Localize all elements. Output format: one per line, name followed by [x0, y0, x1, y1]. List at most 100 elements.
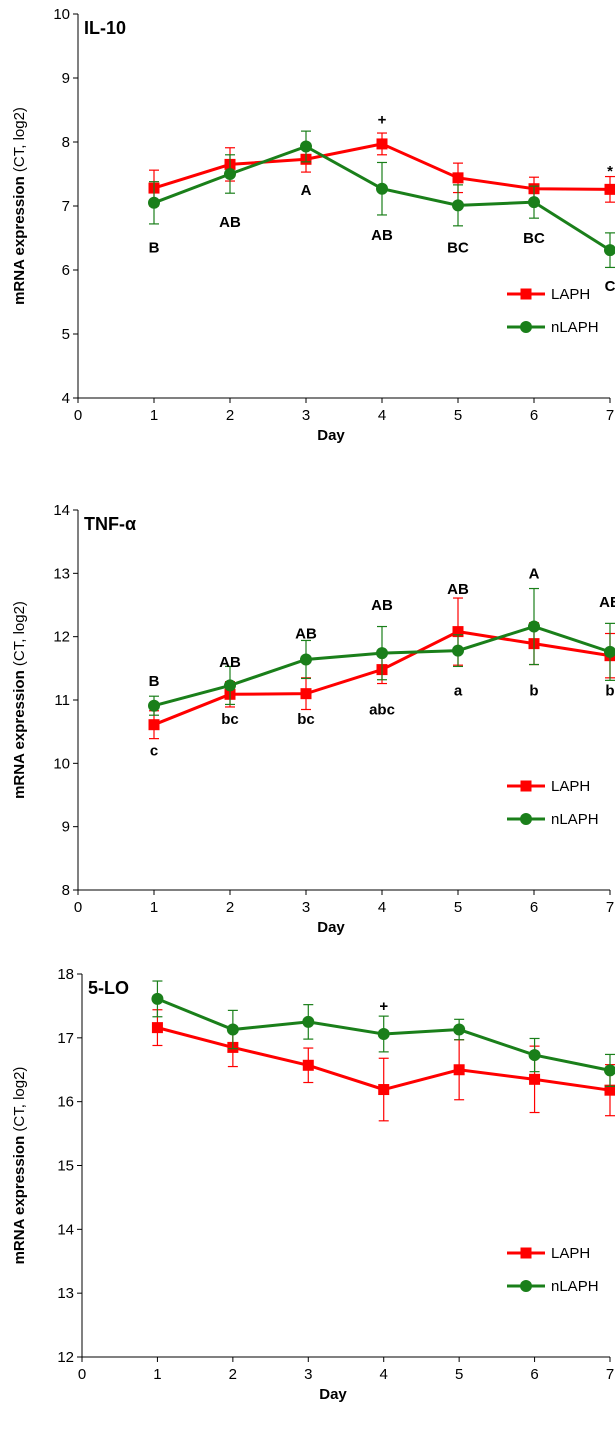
x-tick-label: 3 — [302, 407, 310, 424]
data-point — [302, 1015, 315, 1028]
chart-title: TNF-α — [84, 514, 136, 534]
data-point — [529, 1073, 541, 1085]
legend-marker — [520, 1280, 532, 1292]
legend: LAPH nLAPH — [507, 778, 599, 828]
x-tick-label: 4 — [378, 407, 386, 424]
legend-marker — [520, 813, 532, 825]
y-tick-label: 8 — [62, 134, 70, 151]
annotation-label: AB — [599, 594, 615, 611]
data-point — [377, 1028, 390, 1041]
data-point — [452, 199, 464, 212]
y-tick-label: 6 — [62, 262, 70, 279]
y-tick-label: 16 — [57, 1094, 74, 1111]
data-point — [300, 653, 312, 666]
data-point — [378, 1084, 390, 1096]
y-tick-label: 11 — [54, 692, 70, 709]
annotation-label: BC — [523, 230, 545, 247]
annotation-label: bc — [221, 711, 239, 728]
y-tick-label: 18 — [57, 966, 74, 983]
data-point — [148, 719, 160, 731]
x-tick-label: 7 — [606, 1366, 614, 1383]
data-point — [224, 679, 236, 692]
y-tick-label: 4 — [62, 390, 70, 407]
annotation-label: A — [301, 182, 312, 199]
x-tick-label: 6 — [530, 407, 538, 424]
x-tick-label: 4 — [378, 899, 386, 916]
data-point — [452, 644, 464, 657]
x-tick-label: 2 — [229, 1366, 237, 1383]
data-point — [300, 140, 312, 153]
x-tick-label: 1 — [150, 407, 158, 424]
y-axis-label: mRNA expression (CT, log2) — [11, 1067, 28, 1265]
x-tick-label: 4 — [380, 1366, 388, 1383]
data-point — [376, 182, 388, 195]
x-tick-label: 1 — [150, 899, 158, 916]
x-tick-label: 2 — [226, 407, 234, 424]
x-tick-label: 6 — [530, 1366, 538, 1383]
y-tick-label: 9 — [62, 819, 70, 836]
x-tick-label: 3 — [304, 1366, 312, 1383]
y-tick-label: 13 — [57, 1285, 74, 1302]
annotation-label: B — [149, 240, 160, 257]
data-point — [528, 196, 540, 209]
annotation-label: + — [378, 112, 387, 129]
series-nLAPH — [148, 130, 615, 269]
annotation-label: * — [607, 163, 613, 180]
y-tick-label: 15 — [57, 1158, 74, 1175]
annotation-label: AB — [295, 626, 317, 643]
legend-label: LAPH — [551, 286, 590, 303]
annotation-label: B — [149, 673, 160, 690]
x-tick-label: 3 — [302, 899, 310, 916]
annotation-label: C — [605, 278, 615, 295]
x-tick-label: 5 — [454, 407, 462, 424]
y-tick-label: 14 — [57, 1221, 74, 1238]
chart-title: IL-10 — [84, 18, 126, 38]
data-point — [528, 620, 540, 633]
annotation-label: b — [605, 683, 614, 700]
data-point — [226, 1023, 239, 1036]
annotation-label: BC — [447, 240, 469, 257]
legend-marker — [520, 1247, 532, 1259]
x-tick-label: 7 — [606, 899, 614, 916]
x-tick-label: 0 — [74, 407, 82, 424]
legend-marker — [520, 780, 532, 792]
series-nLAPH — [148, 587, 615, 716]
x-tick-label: 5 — [455, 1366, 463, 1383]
x-tick-label: 2 — [226, 899, 234, 916]
data-point — [453, 1064, 465, 1076]
data-point — [148, 699, 160, 712]
data-point — [300, 688, 312, 700]
y-tick-label: 13 — [53, 565, 70, 582]
annotation-label: a — [454, 683, 463, 700]
y-tick-label: 12 — [53, 629, 70, 646]
legend-marker — [520, 321, 532, 333]
y-tick-label: 17 — [57, 1030, 74, 1047]
y-tick-label: 8 — [62, 882, 70, 899]
data-point — [376, 138, 388, 150]
data-point — [148, 196, 160, 209]
data-point — [604, 1064, 615, 1077]
legend: LAPH nLAPH — [507, 286, 599, 336]
annotation-label: bc — [297, 711, 315, 728]
annotation-label: + — [379, 998, 388, 1015]
x-tick-label: 0 — [78, 1366, 86, 1383]
y-axis-label: mRNA expression (CT, log2) — [11, 107, 28, 305]
y-tick-label: 7 — [62, 198, 70, 215]
legend-label: LAPH — [551, 1245, 590, 1262]
data-point — [604, 645, 615, 658]
legend-marker — [520, 288, 532, 300]
data-point — [151, 992, 164, 1005]
data-point — [604, 1084, 615, 1096]
annotation-label: A — [529, 565, 540, 582]
x-axis-label: Day — [319, 1386, 347, 1403]
legend-label: LAPH — [551, 778, 590, 795]
series-nLAPH — [151, 980, 615, 1087]
annotation-label: AB — [371, 597, 393, 614]
y-tick-label: 5 — [62, 326, 70, 343]
data-point — [452, 626, 464, 638]
y-tick-label: 14 — [53, 502, 70, 519]
annotation-label: AB — [447, 581, 469, 598]
